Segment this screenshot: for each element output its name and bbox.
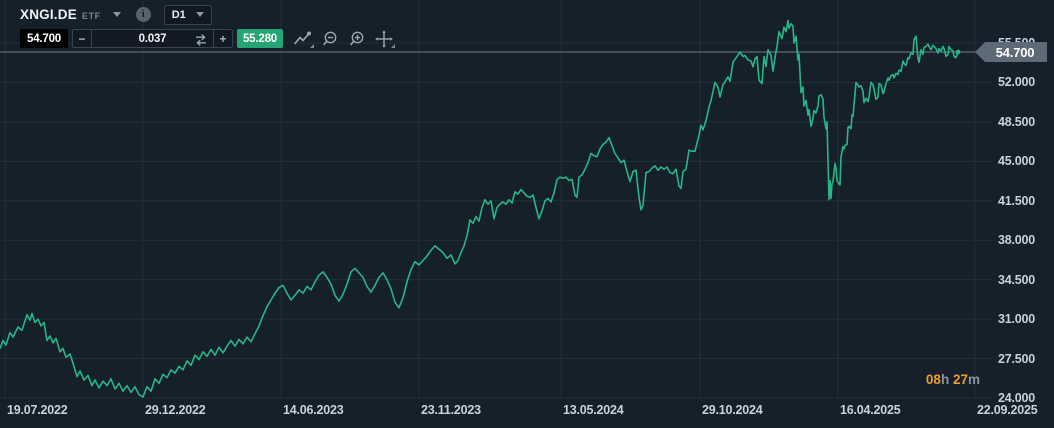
x-axis-label: 19.07.2022 [7, 403, 68, 417]
zoom-out-icon [322, 31, 337, 45]
x-axis-label: 16.04.2025 [840, 403, 901, 417]
spread-value-field[interactable]: 0.037 [92, 30, 213, 47]
current-price-badge: 54.700 [975, 42, 1047, 63]
y-axis-label: 38.000 [998, 233, 1036, 248]
x-axis-label: 29.12.2022 [145, 403, 206, 417]
x-axis-label: 23.11.2023 [421, 403, 481, 417]
countdown-minutes: 27 [952, 372, 968, 387]
y-axis-label: 27.500 [998, 351, 1036, 366]
x-axis-label: 13.05.2024 [563, 403, 624, 417]
chart-tools [293, 29, 395, 48]
line-chart-type-icon [294, 31, 311, 44]
info-icon[interactable]: i [135, 7, 151, 22]
current-price-label: 54.700 [995, 44, 1035, 60]
zoom-in-button[interactable] [347, 29, 367, 48]
swap-arrows-icon[interactable] [193, 32, 209, 51]
last-point-marker [955, 49, 961, 55]
dropdown-corner-icon [390, 44, 395, 48]
countdown-hours: 08 [925, 372, 941, 387]
chart-type-button[interactable] [293, 29, 314, 48]
y-axis-label: 41.500 [998, 193, 1036, 208]
timeframe-select[interactable]: D1 [163, 4, 212, 25]
y-axis-label: 48.500 [998, 114, 1036, 129]
price-line-series [0, 19, 959, 398]
instrument-type-label: ETF [81, 10, 101, 21]
symbol-name: XNGI.DE [20, 7, 77, 22]
decrease-button[interactable]: − [73, 30, 92, 47]
ask-price-button[interactable]: 55.280 [236, 29, 283, 48]
order-toolbar: 54.700 − 0.037 + 55.280 [20, 29, 395, 48]
ask-price: 55.280 [242, 32, 277, 45]
spread-value: 0.037 [138, 32, 167, 45]
y-axis-label: 45.000 [998, 154, 1036, 169]
x-axis-label: 22.09.2025 [977, 403, 1038, 417]
zoom-out-button[interactable] [320, 29, 340, 48]
pan-crosshair-icon [375, 29, 393, 48]
pan-button[interactable] [374, 29, 395, 48]
increase-button[interactable]: + [212, 30, 232, 47]
y-axis-label: 24.000 [998, 391, 1036, 405]
dropdown-corner-icon [309, 44, 314, 48]
volume-stepper: − 0.037 + [71, 29, 233, 48]
x-axis-label: 29.10.2024 [702, 403, 763, 417]
instrument-toolbar: XNGI.DE ETF i D1 [20, 4, 212, 25]
bid-price: 54.700 [27, 32, 61, 45]
y-axis-label: 31.000 [998, 312, 1036, 327]
y-axis-label: 34.500 [998, 272, 1036, 287]
countdown-minutes-unit: m [967, 372, 980, 387]
countdown-hours-unit: h [940, 372, 950, 387]
timeframe-value: D1 [171, 8, 186, 21]
zoom-in-icon [349, 31, 364, 45]
candle-countdown: 08h 27m [926, 372, 980, 387]
symbol-chevron-down-icon[interactable] [112, 12, 121, 17]
x-axis-label: 14.06.2023 [283, 403, 344, 417]
y-axis-label: 52.000 [998, 75, 1036, 90]
bid-price-button[interactable]: 54.700 [20, 29, 68, 48]
timeframe-chevron-down-icon [195, 12, 204, 17]
